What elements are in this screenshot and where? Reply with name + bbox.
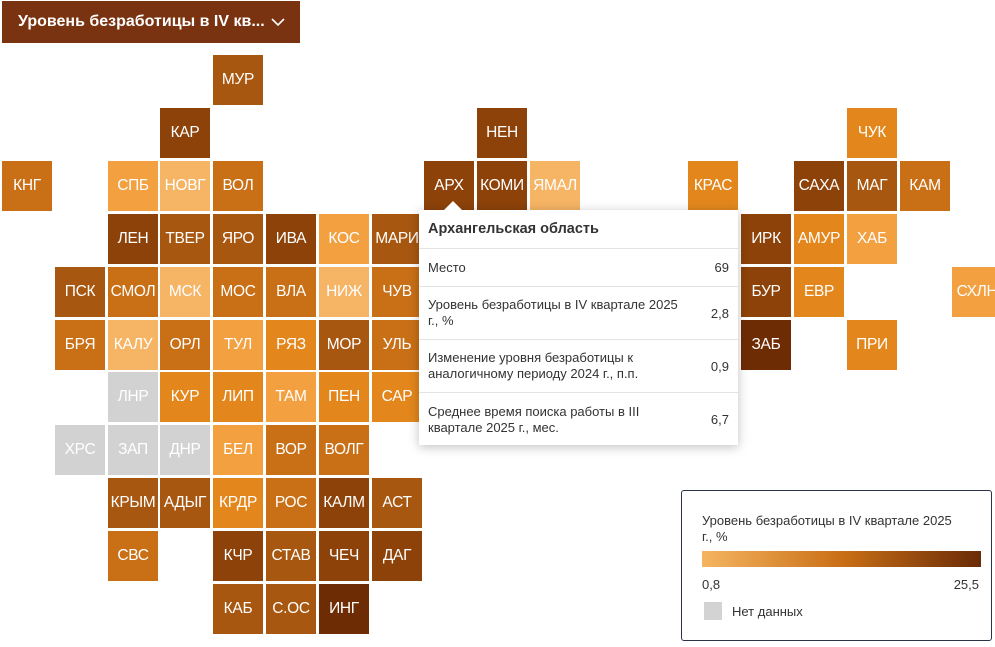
region-tile[interactable]: ПРИ (847, 320, 897, 370)
region-tile[interactable]: ИРК (741, 214, 791, 264)
region-tile[interactable]: УЛЬ (372, 320, 422, 370)
tooltip-title: Архангельская область (419, 210, 738, 249)
region-tile[interactable]: КОС (319, 214, 369, 264)
region-tile[interactable]: ЛИП (213, 372, 263, 422)
region-tile[interactable]: КРАС (688, 161, 738, 211)
region-tile[interactable]: КЧР (213, 531, 263, 581)
region-tile[interactable]: МОР (319, 320, 369, 370)
chevron-down-icon (271, 18, 285, 27)
region-tile[interactable]: НИЖ (319, 267, 369, 317)
region-tile[interactable]: ЧЕЧ (319, 531, 369, 581)
region-tile[interactable]: ВЛА (266, 267, 316, 317)
tooltip-row-value: 6,7 (710, 412, 729, 427)
region-tile[interactable]: ХРС (55, 425, 105, 475)
region-tile[interactable]: КНГ (2, 161, 52, 211)
tooltip-row-rank: Место 69 (419, 249, 738, 287)
indicator-dropdown-label: Уровень безработицы в IV кв... (18, 13, 265, 30)
tooltip-row-label: Уровень безработицы в IV квартале 2025 г… (428, 297, 678, 328)
region-tile[interactable]: ЛНР (108, 372, 158, 422)
region-tooltip: Архангельская область Место 69 Уровень б… (419, 201, 738, 446)
region-tile[interactable]: ТУЛ (213, 320, 263, 370)
region-tile[interactable]: ХАБ (847, 214, 897, 264)
region-tile[interactable]: ДАГ (372, 531, 422, 581)
region-tile[interactable]: КОМИ (477, 161, 527, 211)
tooltip-row-value: 0,9 (710, 358, 729, 374)
region-tile[interactable]: БУР (741, 267, 791, 317)
region-tile[interactable]: САХА (794, 161, 844, 211)
region-tile[interactable]: БРЯ (55, 320, 105, 370)
tooltip-row-label: Среднее время поиска работы в III кварта… (428, 403, 640, 435)
tooltip-row-search-time: Среднее время поиска работы в III кварта… (419, 393, 738, 446)
region-tile[interactable]: КАЛУ (108, 320, 158, 370)
region-tile[interactable]: ВОЛГ (319, 425, 369, 475)
tooltip-row-unemployment: Уровень безработицы в IV квартале 2025 г… (419, 287, 738, 340)
region-tile[interactable]: ОРЛ (160, 320, 210, 370)
region-tile[interactable]: ВОР (266, 425, 316, 475)
indicator-dropdown[interactable]: Уровень безработицы в IV кв... (2, 1, 300, 43)
region-tile[interactable]: КРЫМ (108, 478, 158, 528)
region-tile[interactable]: ЛЕН (108, 214, 158, 264)
legend-gradient (702, 551, 981, 567)
region-tile[interactable]: АСТ (372, 478, 422, 528)
region-tile[interactable]: ИНГ (319, 584, 369, 634)
region-tile[interactable]: ДНР (160, 425, 210, 475)
region-tile[interactable]: ЯМАЛ (530, 161, 580, 211)
no-data-swatch (704, 602, 722, 620)
legend-min: 0,8 (702, 577, 721, 592)
region-tile[interactable]: СТАВ (266, 531, 316, 581)
map-legend: Уровень безработицы в IV квартале 2025 г… (681, 490, 992, 641)
region-tile[interactable]: КАМ (900, 161, 950, 211)
region-tile[interactable]: МОС (213, 267, 263, 317)
tooltip-row-change: Изменение уровня безработицы к аналогичн… (419, 340, 738, 393)
region-tile[interactable]: КАБ (213, 584, 263, 634)
region-tile[interactable]: БЕЛ (213, 425, 263, 475)
region-tile[interactable]: ПСК (55, 267, 105, 317)
region-tile[interactable]: АДЫГ (160, 478, 210, 528)
region-tile[interactable]: КУР (160, 372, 210, 422)
region-tile[interactable]: КРДР (213, 478, 263, 528)
region-tile[interactable]: ЧУК (847, 108, 897, 158)
region-tile[interactable]: МУР (213, 55, 263, 105)
region-tile[interactable]: ЧУВ (372, 267, 422, 317)
region-tile[interactable]: КАР (160, 108, 210, 158)
legend-title: Уровень безработицы в IV квартале 2025 г… (702, 513, 952, 544)
tooltip-arrow (443, 201, 463, 211)
region-tile[interactable]: МАРИ (372, 214, 422, 264)
region-tile[interactable]: СХЛН (952, 267, 995, 317)
region-tile[interactable]: ИВА (266, 214, 316, 264)
region-tile[interactable]: РОС (266, 478, 316, 528)
region-tile[interactable]: НОВГ (160, 161, 210, 211)
no-data-label: Нет данных (732, 604, 803, 619)
region-tile[interactable]: НЕН (477, 108, 527, 158)
region-tile[interactable]: ЯРО (213, 214, 263, 264)
region-tile[interactable]: ТВЕР (160, 214, 210, 264)
region-tile[interactable]: МСК (160, 267, 210, 317)
region-tile[interactable]: КАЛМ (319, 478, 369, 528)
region-tile[interactable]: ЗАП (108, 425, 158, 475)
region-tile[interactable]: ЕВР (794, 267, 844, 317)
region-tile[interactable]: ЗАБ (741, 320, 791, 370)
region-tile[interactable]: СМОЛ (108, 267, 158, 317)
region-tile[interactable]: ТАМ (266, 372, 316, 422)
tooltip-row-label: Место (428, 259, 466, 275)
region-tile[interactable]: СПБ (108, 161, 158, 211)
region-tile[interactable]: МАГ (847, 161, 897, 211)
region-tile[interactable]: САР (372, 372, 422, 422)
region-tile[interactable]: СВС (108, 531, 158, 581)
region-tile[interactable]: ПЕН (319, 372, 369, 422)
tooltip-row-value: 2,8 (710, 305, 729, 321)
tooltip-row-value: 69 (714, 260, 729, 275)
tooltip-row-label: Изменение уровня безработицы к аналогичн… (428, 350, 639, 381)
region-tile[interactable]: АМУР (794, 214, 844, 264)
region-tile[interactable]: ВОЛ (213, 161, 263, 211)
region-tile[interactable]: РЯЗ (266, 320, 316, 370)
region-tile[interactable]: С.ОС (266, 584, 316, 634)
legend-max: 25,5 (953, 577, 979, 592)
